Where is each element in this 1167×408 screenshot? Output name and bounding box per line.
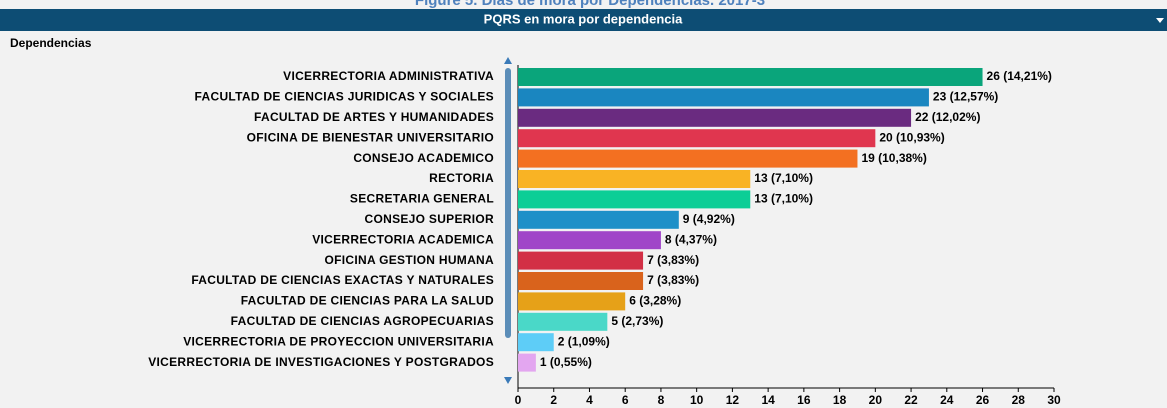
value-label: 7 (3,83%) xyxy=(647,273,699,287)
bar xyxy=(518,231,661,250)
bar xyxy=(518,88,929,107)
x-tick-label: 14 xyxy=(761,393,775,407)
x-tick-label: 16 xyxy=(797,393,811,407)
bar xyxy=(518,108,912,127)
value-label: 22 (12,02%) xyxy=(915,110,980,124)
y-tick-label: FACULTAD DE CIENCIAS PARA LA SALUD xyxy=(241,294,494,308)
y-tick-label: OFICINA GESTION HUMANA xyxy=(325,253,495,267)
x-tick-label: 12 xyxy=(726,393,740,407)
bar xyxy=(518,272,644,290)
y-tick-label: FACULTAD DE ARTES Y HUMANIDADES xyxy=(254,110,494,124)
y-tick-label: SECRETARIA GENERAL xyxy=(350,192,494,206)
y-tick-label: VICERRECTORIA ADMINISTRATIVA xyxy=(283,69,494,83)
scroll-down[interactable] xyxy=(504,377,512,384)
menu-arrow[interactable] xyxy=(1156,18,1164,23)
bar xyxy=(518,129,876,148)
y-tick-label: CONSEJO ACADEMICO xyxy=(353,151,494,165)
value-label: 8 (4,37%) xyxy=(665,232,717,246)
bar xyxy=(518,251,644,270)
y-tick-label: FACULTAD DE CIENCIAS EXACTAS Y NATURALES xyxy=(191,273,494,287)
value-label: 7 (3,83%) xyxy=(647,253,699,267)
value-label: 19 (10,38%) xyxy=(861,151,926,165)
bar xyxy=(518,312,608,331)
x-tick-label: 4 xyxy=(586,393,593,407)
bar xyxy=(518,149,858,168)
axis-label: Dependencias xyxy=(10,36,92,50)
value-label: 1 (0,55%) xyxy=(540,355,592,369)
y-tick-label: FACULTAD DE CIENCIAS AGROPECUARIAS xyxy=(231,314,494,328)
value-label: 26 (14,21%) xyxy=(987,69,1052,83)
x-tick-label: 26 xyxy=(976,393,990,407)
x-tick-label: 2 xyxy=(550,393,557,407)
value-label: 13 (7,10%) xyxy=(754,171,813,185)
x-tick-label: 18 xyxy=(833,393,847,407)
scrollbar-thumb[interactable] xyxy=(505,68,511,338)
value-label: 13 (7,10%) xyxy=(754,192,813,206)
value-label: 20 (10,93%) xyxy=(879,130,944,144)
value-label: 5 (2,73%) xyxy=(611,314,663,328)
y-tick-label: RECTORIA xyxy=(429,171,494,185)
bar xyxy=(518,68,983,86)
x-tick-label: 10 xyxy=(690,393,704,407)
y-tick-label: OFICINA DE BIENESTAR UNIVERSITARIO xyxy=(247,130,494,144)
value-label: 9 (4,92%) xyxy=(683,212,735,226)
y-tick-label: VICERRECTORIA ACADEMICA xyxy=(312,232,494,246)
bar xyxy=(518,210,679,229)
caption: Figure 5. Días de mora por Dependencias.… xyxy=(415,0,765,9)
bar xyxy=(518,353,536,372)
x-tick-label: 20 xyxy=(869,393,883,407)
value-label: 23 (12,57%) xyxy=(933,90,998,104)
x-tick-label: 6 xyxy=(622,393,629,407)
bar xyxy=(518,170,751,188)
x-tick-label: 28 xyxy=(1012,393,1026,407)
y-tick-label: CONSEJO SUPERIOR xyxy=(365,212,495,226)
y-tick-label: VICERRECTORIA DE PROYECCION UNIVERSITARI… xyxy=(183,334,494,348)
y-tick-label: FACULTAD DE CIENCIAS JURIDICAS Y SOCIALE… xyxy=(195,90,494,104)
scroll-up[interactable] xyxy=(504,57,512,64)
bar xyxy=(518,190,751,209)
x-tick-label: 22 xyxy=(904,393,918,407)
x-tick-label: 0 xyxy=(515,393,522,407)
bar xyxy=(518,333,554,352)
x-tick-label: 8 xyxy=(658,393,665,407)
chart-title: PQRS en mora por dependencia xyxy=(484,11,683,26)
bar xyxy=(518,292,626,311)
value-label: 2 (1,09%) xyxy=(558,334,610,348)
value-label: 6 (3,28%) xyxy=(629,294,681,308)
header-bar xyxy=(0,9,1167,31)
x-tick-label: 24 xyxy=(940,393,954,407)
y-tick-label: VICERRECTORIA DE INVESTIGACIONES Y POSTG… xyxy=(148,355,494,369)
x-tick-label: 30 xyxy=(1047,393,1061,407)
